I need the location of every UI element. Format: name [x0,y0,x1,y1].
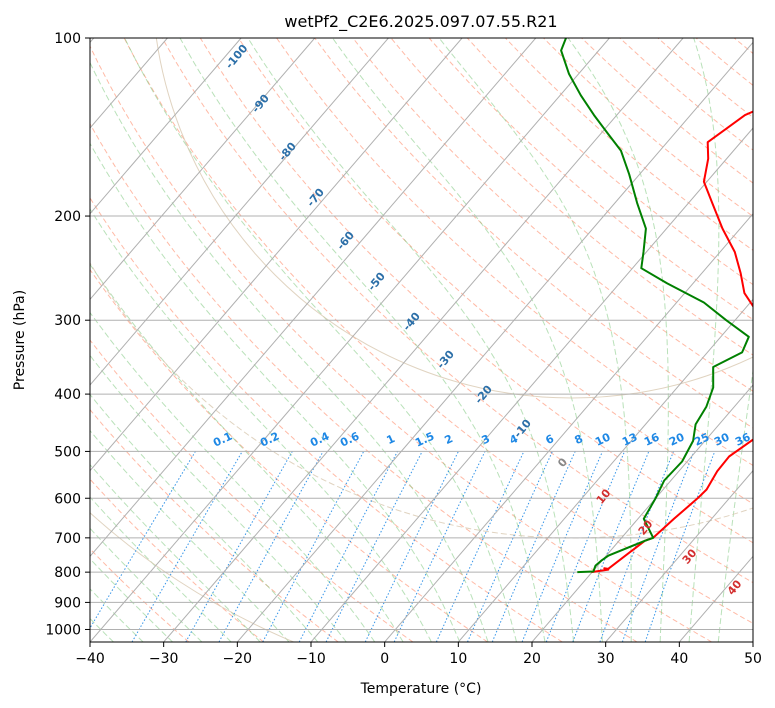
isotherm-line [90,38,242,215]
moist-adiabat-line [438,38,632,642]
mixing-ratio-line [262,451,365,642]
dry-adiabat-line [238,38,753,505]
dry-adiabat-line [90,45,712,642]
mixing-ratio-label: 20 [667,430,687,448]
moist-adiabat-line [90,463,261,642]
moist-adiabat-line [90,142,461,642]
moist-adiabat-line [688,38,720,642]
isotherm-line [605,469,753,642]
moist-adiabat-line [247,38,575,642]
mixing-ratio-line [521,451,603,642]
moist-adiabat-line [124,38,517,642]
isotherm-line [531,384,753,642]
y-tick-label: 1000 [45,622,81,638]
isotherm-line [90,38,610,642]
x-tick-label: −40 [75,651,105,667]
dry-adiabat-line [90,478,264,642]
mixing-ratio-line [435,451,525,642]
dry-adiabat-line [352,38,753,392]
dry-adiabat-line [199,38,753,544]
moist-adiabat-line [90,354,347,642]
mixing-ratio-line [599,451,674,642]
plot-frame [89,37,754,643]
x-tick-label: 40 [670,651,688,667]
mixing-ratio-label: 25 [692,430,711,448]
mixing-ratio-line [621,451,695,642]
moist-adiabat-line [90,588,144,642]
mixing-ratio-line [467,451,553,642]
moist-adiabat-line [90,496,232,642]
reference-arc [156,38,753,399]
mixing-ratio-line [218,451,324,642]
dry-adiabat-line [161,38,753,584]
moist-adiabat-line [90,61,489,642]
x-tick-label: 30 [597,651,615,667]
mixing-ratio-label: 16 [642,430,662,448]
y-tick-label: 200 [54,209,81,225]
x-tick-label: −10 [296,651,326,667]
x-tick-label: −20 [223,651,253,667]
dry-adiabat-line [90,408,339,642]
isotherm-line [90,38,316,301]
isotherm-line [90,38,537,558]
y-tick-label: 500 [54,444,81,460]
isotherm-line [90,38,389,386]
dry-adiabat-line [123,38,753,624]
moist-adiabat-line [90,558,173,642]
y-tick-label: 100 [54,31,81,47]
mixing-ratio-label: 10 [593,430,613,448]
mixing-ratio-line [185,451,293,642]
x-tick-label: −30 [149,651,179,667]
x-tick-label: 50 [744,651,762,667]
y-tick-label: 300 [54,313,81,329]
dry-adiabat-line [90,268,488,642]
mixing-ratio-line [364,451,459,642]
x-tick-label: 10 [449,651,467,667]
y-tick-label: 600 [54,491,81,507]
mixing-ratio-line [298,451,398,642]
isotherm-line [163,38,684,642]
mixing-ratio-line [644,451,716,642]
dry-adiabat-line [90,196,563,642]
moist-adiabat-line [90,208,432,642]
isotherm-line [236,41,753,642]
mixing-ratio-label: 13 [620,430,639,448]
moist-adiabat-line [90,263,404,642]
x-tick-label: 0 [380,651,389,667]
y-tick-label: 700 [54,531,81,547]
y-axis-label: Pressure (hPa) [12,290,28,390]
isotherm-line [310,127,753,642]
mixing-ratio-line [572,451,650,642]
mixing-ratio-label: 36 [733,430,753,448]
x-tick-label: 20 [523,651,541,667]
isotherm-line [90,38,463,472]
x-axis-label: Temperature (°C) [360,681,482,697]
dry-adiabat-line [428,38,753,321]
chart-title: wetPf2_C2E6.2025.097.07.55.R21 [284,12,557,32]
mixing-ratio-line [325,451,423,642]
y-tick-label: 400 [54,387,81,403]
dewpoint-profile-line [560,38,750,574]
isotherm-line [457,298,753,642]
moist-adiabat-line [90,429,290,642]
y-tick-label: 900 [54,595,81,611]
dry-adiabat-line [390,38,753,356]
moist-adiabat-line [717,367,753,642]
mixing-ratio-label: 30 [712,430,732,448]
moist-adiabat-line [332,38,603,642]
moist-adiabat-line [90,393,319,642]
isotherm-line [384,212,753,642]
mixing-ratio-line [545,451,626,642]
dry-adiabat-line [276,38,753,467]
moist-adiabat-line [90,527,203,642]
y-tick-label: 800 [54,565,81,581]
